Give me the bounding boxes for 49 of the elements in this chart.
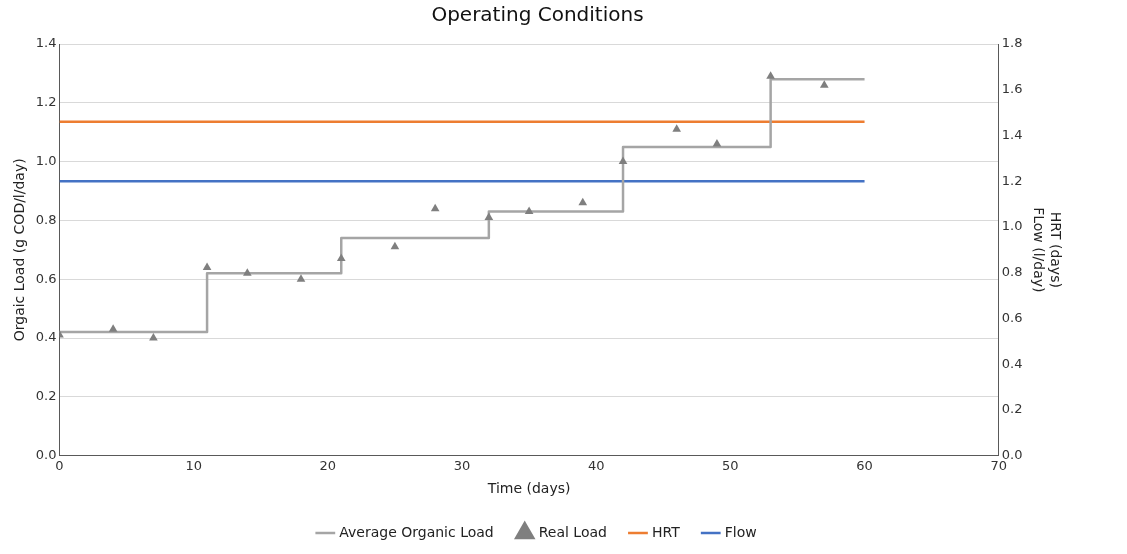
point	[819, 80, 829, 88]
y2-tick-label: 1.8	[1001, 35, 1023, 51]
y2-axis-title: HRT (days) FLow (l/day)	[1031, 207, 1064, 293]
chart-title: Operating Conditions	[431, 2, 644, 27]
y2-tick-label: 0.0	[1001, 446, 1023, 462]
point	[618, 156, 628, 165]
y-axis-title: Orgaic Load (g COD/l/day)	[11, 158, 28, 342]
x-tick-label: 20	[319, 457, 337, 473]
y2-tick-label: 0.6	[1001, 309, 1023, 325]
point	[336, 253, 346, 262]
x-tick-label: 10	[185, 457, 202, 473]
y-tick-label: 1.2	[35, 94, 57, 110]
y-tick-label: 1.4	[35, 35, 57, 51]
point	[108, 324, 118, 332]
point	[430, 203, 440, 212]
point	[672, 124, 682, 132]
y2-tick-label: 0.8	[1001, 264, 1023, 280]
point	[524, 206, 534, 215]
point	[578, 197, 588, 206]
x-tick-label: 0	[55, 457, 64, 473]
point	[766, 71, 775, 79]
y2-tick-label: 1.4	[1001, 126, 1023, 142]
y2-tick-label: 0.2	[1001, 401, 1023, 417]
x-tick-label: 30	[453, 457, 471, 473]
y2-tick-label: 1.6	[1001, 81, 1023, 97]
y-tick-label: 0.2	[35, 388, 57, 404]
x-tick-label: 40	[587, 457, 605, 473]
legend-label: Real Load	[538, 523, 607, 540]
y2-tick-label: 1.0	[1001, 218, 1023, 234]
point	[712, 138, 722, 147]
point	[242, 268, 252, 276]
y-tick-label: 0.8	[35, 211, 57, 227]
point	[202, 262, 212, 270]
y2-tick-label: 1.2	[1001, 172, 1023, 188]
x-tick-label: 60	[856, 457, 873, 473]
point	[484, 212, 494, 220]
y-tick-label: 0.4	[35, 329, 57, 345]
point	[390, 241, 400, 250]
legend-label: Average Organic Load	[339, 523, 494, 540]
x-tick-label: 50	[722, 457, 739, 473]
point	[296, 274, 306, 282]
y-tick-label: 1.0	[35, 152, 57, 168]
point	[149, 333, 158, 341]
x-axis-title: Time (days)	[486, 480, 571, 497]
y-tick-label: 0.0	[35, 446, 57, 462]
legend-label: HRT	[651, 523, 681, 540]
y2-tick-label: 0.4	[1001, 355, 1023, 371]
legend-label: Flow	[724, 523, 757, 540]
y-tick-label: 0.6	[35, 270, 57, 286]
